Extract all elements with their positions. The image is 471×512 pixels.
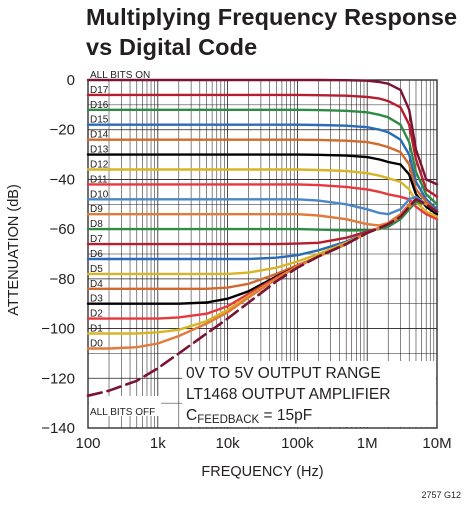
series-line <box>86 123 439 211</box>
series-label: D11 <box>90 174 108 185</box>
series-line <box>86 198 439 276</box>
series-line <box>86 200 439 232</box>
y-axis-label: ATTENUATION (dB) <box>6 184 22 316</box>
x-tick-label: 1M <box>357 435 378 452</box>
series-line <box>86 198 439 335</box>
annotation-background <box>182 361 436 427</box>
y-tick-label: −40 <box>50 171 75 188</box>
series-label: D16 <box>90 100 109 111</box>
series-label: D4 <box>90 279 103 290</box>
feedback-capacitor-note: CFEEDBACK = 15pF <box>186 407 312 426</box>
series-line <box>86 153 439 216</box>
series-label: D15 <box>90 115 109 126</box>
series-line <box>86 108 439 206</box>
series-label: D5 <box>90 264 103 275</box>
y-tick-label: −80 <box>50 271 75 288</box>
series-label: D0 <box>90 338 103 349</box>
annotation-line: 0V TO 5V OUTPUT RANGE <box>186 365 381 382</box>
label-background <box>89 396 161 416</box>
series-line <box>86 195 439 216</box>
y-tick-label: 0 <box>67 72 75 89</box>
annotations: 0V TO 5V OUTPUT RANGE LT1468 OUTPUT AMPLI… <box>186 365 390 426</box>
series-line <box>86 198 439 227</box>
annotation-line: LT1468 OUTPUT AMPLIFIER <box>186 386 390 403</box>
series-line <box>86 138 439 213</box>
series-label: D8 <box>90 219 103 230</box>
series-label: D7 <box>90 234 103 245</box>
series-label: ALL BITS ON <box>90 70 150 81</box>
chart-title: Multiplying Frequency Response <box>86 4 458 30</box>
series-label: D6 <box>90 249 103 260</box>
series-line <box>86 183 439 221</box>
y-tick-label: −120 <box>41 370 75 387</box>
series-label: D3 <box>90 294 103 305</box>
y-tick-label: −100 <box>41 321 75 338</box>
curve-labels: ALL BITS ON D17 D16 D15 D14 D13 D12 D11 D10 D9 D8 D… <box>90 70 155 418</box>
series-label: ALL BITS OFF <box>90 407 155 418</box>
series-label: D12 <box>90 159 109 170</box>
series-label: D14 <box>90 130 109 141</box>
x-tick-label: 10M <box>422 435 451 452</box>
series-line <box>86 198 439 246</box>
x-tick-label: 100 <box>75 435 100 452</box>
x-tick-label: 1k <box>150 435 166 452</box>
series-line <box>86 198 439 398</box>
series-label: D17 <box>90 85 109 96</box>
series-label: D9 <box>90 204 103 215</box>
tick-labels: 100 1k 10k 100k 1M 10M 0 −20 −40 −60 −80 −100 −120 −1… <box>41 72 451 452</box>
series-label: D13 <box>90 145 109 156</box>
x-tick-label: 10k <box>216 435 241 452</box>
y-tick-label: −140 <box>41 420 75 437</box>
figure-code: 2757 G12 <box>421 490 461 500</box>
x-tick-label: 100k <box>281 435 314 452</box>
y-tick-label: −60 <box>50 221 75 238</box>
chart-subtitle: vs Digital Code <box>86 34 258 60</box>
series-label: D10 <box>90 189 109 200</box>
series-line <box>86 78 439 186</box>
series-label: D2 <box>90 309 103 320</box>
series-line <box>86 168 439 218</box>
series-label: D1 <box>90 324 103 335</box>
y-tick-label: −20 <box>50 122 75 139</box>
x-axis-label: FREQUENCY (Hz) <box>201 464 323 480</box>
curves <box>86 78 439 398</box>
series-line <box>86 93 439 199</box>
